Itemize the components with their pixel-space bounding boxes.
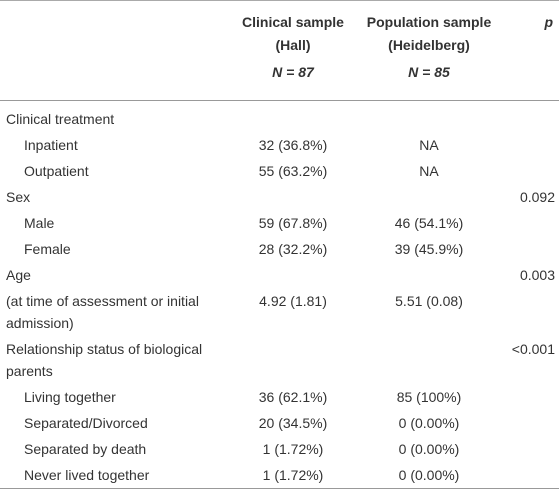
clinical-cell: 36 (62.1%) xyxy=(258,389,328,405)
population-cell: 0 (0.00%) xyxy=(398,441,460,457)
table-header: Clinical sample (Hall) N = 87 Population… xyxy=(0,0,559,101)
clinical-cell: 55 (63.2%) xyxy=(258,163,328,179)
table-row: Outpatient 55 (63.2%) NA xyxy=(0,158,559,184)
table-row: Clinical treatment xyxy=(0,101,559,133)
row-label: Separated/Divorced xyxy=(24,415,148,431)
row-label: Relationship status of biological parent… xyxy=(6,341,203,379)
clinical-cell: 32 (36.8%) xyxy=(258,137,328,153)
table-body: Clinical treatment Inpatient 32 (36.8%) NA O… xyxy=(0,101,559,489)
table-row: (at time of assessment or initial admiss… xyxy=(0,288,559,336)
row-label: Inpatient xyxy=(24,137,78,153)
row-label: (at time of assessment or initial admiss… xyxy=(6,293,199,331)
header-row: Clinical sample (Hall) N = 87 Population… xyxy=(0,1,559,101)
header-cell xyxy=(0,1,222,101)
clinical-cell: 1 (1.72%) xyxy=(222,462,364,489)
population-cell: 0 (0.00%) xyxy=(398,415,460,431)
clinical-cell: 59 (67.8%) xyxy=(258,215,328,231)
p-cell xyxy=(494,132,559,158)
population-cell xyxy=(364,262,494,288)
column-subtitle: (Heidelberg) xyxy=(388,37,470,53)
p-cell xyxy=(494,462,559,489)
p-cell xyxy=(494,410,559,436)
clinical-cell xyxy=(222,101,364,133)
row-label: Female xyxy=(24,241,71,257)
p-cell xyxy=(494,288,559,336)
row-label: Male xyxy=(24,215,55,231)
column-title: Clinical sample xyxy=(242,14,344,30)
row-label: Clinical treatment xyxy=(6,111,115,127)
population-cell xyxy=(364,336,494,384)
header-cell: Population sample (Heidelberg) N = 85 xyxy=(364,1,494,101)
p-cell: 0.092 xyxy=(519,189,555,205)
population-cell: NA xyxy=(419,163,439,179)
p-cell xyxy=(494,436,559,462)
row-label: Sex xyxy=(6,189,31,205)
p-cell xyxy=(494,210,559,236)
table-row: Relationship status of biological parent… xyxy=(0,336,559,384)
clinical-cell xyxy=(222,336,364,384)
population-cell: 0 (0.00%) xyxy=(364,462,494,489)
table: Clinical sample (Hall) N = 87 Population… xyxy=(0,0,559,489)
column-title: Population sample xyxy=(366,14,492,30)
row-label: Age xyxy=(6,267,31,283)
p-header: p xyxy=(544,14,553,30)
table-row: Living together 36 (62.1%) 85 (100%) xyxy=(0,384,559,410)
table-row: Female 28 (32.2%) 39 (45.9%) xyxy=(0,236,559,262)
row-label: Never lived together xyxy=(0,462,222,489)
clinical-cell: 20 (34.5%) xyxy=(258,415,328,431)
row-label: Separated by death xyxy=(24,441,147,457)
population-cell xyxy=(364,101,494,133)
clinical-cell xyxy=(222,184,364,210)
population-cell: 5.51 (0.08) xyxy=(395,293,463,309)
clinical-cell: 4.92 (1.81) xyxy=(259,293,327,309)
p-cell xyxy=(494,158,559,184)
clinical-cell xyxy=(222,262,364,288)
table-row: Separated/Divorced 20 (34.5%) 0 (0.00%) xyxy=(0,410,559,436)
table-row: Separated by death 1 (1.72%) 0 (0.00%) xyxy=(0,436,559,462)
p-cell: <0.001 xyxy=(511,341,555,357)
column-n: N = 85 xyxy=(408,64,450,80)
clinical-cell: 1 (1.72%) xyxy=(262,441,324,457)
row-label: Outpatient xyxy=(24,163,89,179)
clinical-cell: 28 (32.2%) xyxy=(258,241,328,257)
table-row: Age 0.003 xyxy=(0,262,559,288)
population-cell: 39 (45.9%) xyxy=(394,241,464,257)
p-cell: 0.003 xyxy=(519,267,555,283)
population-cell: 85 (100%) xyxy=(396,389,462,405)
table-row: Inpatient 32 (36.8%) NA xyxy=(0,132,559,158)
population-cell xyxy=(364,184,494,210)
header-cell: Clinical sample (Hall) N = 87 xyxy=(222,1,364,101)
p-cell xyxy=(494,101,559,133)
table-row: Never lived together 1 (1.72%) 0 (0.00%) xyxy=(0,462,559,489)
population-cell: NA xyxy=(419,137,439,153)
population-cell: 46 (54.1%) xyxy=(394,215,464,231)
p-cell xyxy=(494,236,559,262)
table-row: Male 59 (67.8%) 46 (54.1%) xyxy=(0,210,559,236)
header-cell: p xyxy=(494,1,559,101)
table-row: Sex 0.092 xyxy=(0,184,559,210)
column-n: N = 87 xyxy=(272,64,314,80)
row-label: Living together xyxy=(24,389,116,405)
p-cell xyxy=(494,384,559,410)
column-subtitle: (Hall) xyxy=(275,37,311,53)
